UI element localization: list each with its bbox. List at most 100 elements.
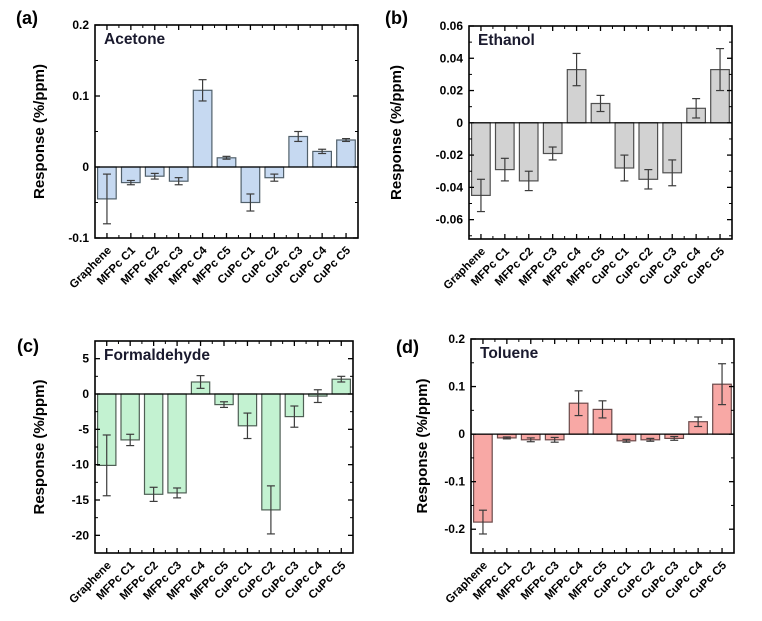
formaldehyde-bar-chart: 5 0 -5 -10 -15 -20 Graphene MFPc C1 MFPc C2 MFPc … xyxy=(0,310,381,621)
error-bar-cupc-c2 xyxy=(266,485,275,535)
error-bar-cupc-c5 xyxy=(342,138,351,143)
y-tick-label: 0.04 xyxy=(440,51,464,65)
error-bar-graphene xyxy=(478,509,487,535)
error-bar-mfpc-c4 xyxy=(196,375,205,389)
y-tick-label: -20 xyxy=(72,528,90,542)
y-tick-label: 0.2 xyxy=(72,18,89,32)
y-tick-label: -5 xyxy=(78,422,89,436)
chart-title: Toluene xyxy=(480,345,539,362)
y-tick-label: -10 xyxy=(72,458,90,472)
axes-box xyxy=(470,338,735,554)
y-tick-label: -0.2 xyxy=(444,522,465,536)
bar-mfpc-c4 xyxy=(192,89,213,168)
error-bar-cupc-c5 xyxy=(716,47,725,92)
y-tick-label: -0.06 xyxy=(436,213,464,227)
error-bar-mfpc-c3 xyxy=(173,487,182,499)
y-tick-label: -0.02 xyxy=(436,148,464,162)
error-bar-cupc-c1 xyxy=(243,412,252,440)
error-bar-cupc-c3 xyxy=(668,159,677,187)
error-bar-cupc-c4 xyxy=(694,416,703,428)
error-bar-mfpc-c2 xyxy=(524,170,533,192)
chart-title: Acetone xyxy=(104,31,166,48)
error-bar-cupc-c1 xyxy=(622,438,631,443)
error-bar-cupc-c5 xyxy=(337,375,346,383)
panel-a-label: (a) xyxy=(16,8,38,28)
chart-title: Formaldehyde xyxy=(104,347,210,364)
y-tick-label: -0.1 xyxy=(444,475,465,489)
y-tick-label: 0 xyxy=(458,427,465,441)
bar-cupc-c5 xyxy=(336,139,356,168)
error-bar-mfpc-c5 xyxy=(222,155,231,160)
error-bar-cupc-c3 xyxy=(670,435,679,441)
error-bar-mfpc-c2 xyxy=(149,486,158,503)
y-tick-label: 0 xyxy=(456,116,463,130)
error-bar-graphene xyxy=(476,178,485,213)
error-bar-mfpc-c1 xyxy=(126,179,135,186)
y-tick-label: 0.1 xyxy=(448,380,465,394)
error-bar-mfpc-c4 xyxy=(572,52,581,87)
error-bar-cupc-c3 xyxy=(294,130,303,143)
error-bar-cupc-c2 xyxy=(270,173,279,182)
error-bar-mfpc-c5 xyxy=(598,400,607,419)
acetone-bar-chart: 0.2 0.1 0 -0.1 Graphene MFPc C1 MFPc C2 MFPc C3… xyxy=(0,0,381,310)
panel-a: (a) 0.2 0.1 0 -0.1 Graphene MFPc C1 MFPc C2 MFP… xyxy=(0,0,381,310)
y-tick-label: -0.1 xyxy=(68,231,89,245)
bar-graphene xyxy=(472,433,493,523)
bar-mfpc-c3 xyxy=(167,393,187,494)
bar-mfpc-c2 xyxy=(143,393,164,495)
panel-c: (c) 5 0 -5 -10 -15 -20 Graphene MFPc C1 MFPc C2 M… xyxy=(0,310,381,621)
error-bar-cupc-c5 xyxy=(718,363,727,406)
error-bar-cupc-c4 xyxy=(692,98,701,119)
error-bar-mfpc-c1 xyxy=(500,157,509,182)
error-bar-cupc-c4 xyxy=(318,148,327,155)
error-bar-cupc-c3 xyxy=(290,405,299,428)
y-axis-label: Response (%/ppm) xyxy=(31,64,48,199)
error-bar-graphene xyxy=(102,434,111,497)
panel-d: (d) 0.2 0.1 0 -0.1 -0.2 Graphene MFPc C1 MFPc C… xyxy=(381,310,762,621)
axes-box xyxy=(468,25,733,240)
y-tick-label: -0.04 xyxy=(436,180,464,194)
error-bar-cupc-c2 xyxy=(644,169,653,190)
toluene-bar-chart: 0.2 0.1 0 -0.1 -0.2 Graphene MFPc C1 MFPc C2 MFP… xyxy=(381,310,762,621)
y-tick-label: -15 xyxy=(72,493,90,507)
error-bar-cupc-c1 xyxy=(246,193,255,212)
error-bar-cupc-c2 xyxy=(646,437,655,442)
y-tick-label: 0.02 xyxy=(440,84,464,98)
panel-b-label: (b) xyxy=(385,8,408,28)
y-tick-label: 0.06 xyxy=(440,19,464,33)
panel-c-label: (c) xyxy=(17,336,39,356)
error-bar-cupc-c4 xyxy=(313,389,322,404)
error-bar-mfpc-c3 xyxy=(548,146,557,161)
error-bar-mfpc-c1 xyxy=(126,433,135,447)
bar-mfpc-c1 xyxy=(120,393,140,441)
chart-title: Ethanol xyxy=(478,32,535,49)
panel-d-label: (d) xyxy=(396,337,419,357)
panel-b: (b) 0.06 0.04 0.02 0 -0.02 -0.04 -0.06 Graphene… xyxy=(381,0,762,310)
y-axis-label: Response (%/ppm) xyxy=(414,378,431,513)
error-bar-mfpc-c4 xyxy=(574,390,583,417)
error-bar-cupc-c1 xyxy=(620,154,629,182)
y-axis-label: Response (%/ppm) xyxy=(388,65,405,200)
y-axis-label: Response (%/ppm) xyxy=(31,379,48,514)
y-tick-label: 5 xyxy=(82,352,89,366)
error-bar-mfpc-c3 xyxy=(174,177,183,186)
y-tick-label: 0 xyxy=(82,160,89,174)
y-tick-label: 0.2 xyxy=(448,332,465,346)
error-bar-mfpc-c5 xyxy=(596,94,605,113)
chart-svg-ethanol: 0.060.040.020-0.02-0.04-0.06GrapheneMFPc… xyxy=(388,19,733,292)
axes-box xyxy=(94,24,359,239)
error-bar-mfpc-c5 xyxy=(220,401,228,409)
error-bar-graphene xyxy=(102,173,111,225)
error-bar-mfpc-c1 xyxy=(502,436,511,440)
error-bar-mfpc-c2 xyxy=(526,437,535,443)
y-tick-label: 0.1 xyxy=(72,89,89,103)
ethanol-bar-chart: 0.06 0.04 0.02 0 -0.02 -0.04 -0.06 Graphene MFPc… xyxy=(381,0,762,310)
error-bar-mfpc-c2 xyxy=(150,172,159,180)
axes-box xyxy=(94,340,354,554)
error-bar-mfpc-c4 xyxy=(198,79,207,102)
y-tick-label: 0 xyxy=(82,387,89,401)
